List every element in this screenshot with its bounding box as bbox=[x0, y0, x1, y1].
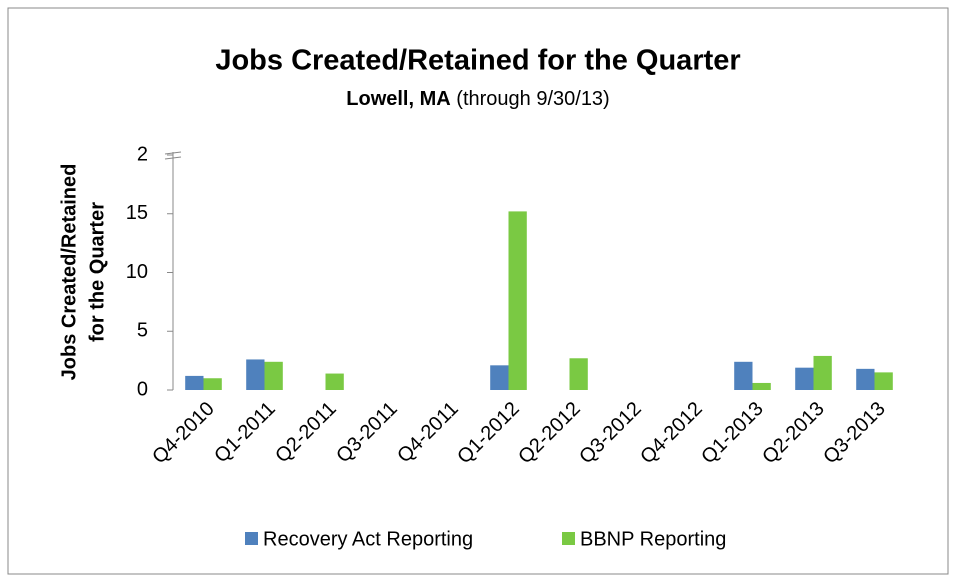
axis-break bbox=[164, 151, 182, 155]
y-tick-label: 2 bbox=[137, 143, 148, 165]
legend-swatch bbox=[562, 532, 575, 545]
axis-break bbox=[164, 156, 182, 160]
bar bbox=[325, 373, 344, 390]
bar bbox=[795, 367, 814, 390]
y-tick-label: 5 bbox=[137, 320, 148, 342]
bar bbox=[246, 359, 265, 390]
subtitle-note: (through 9/30/13) bbox=[456, 88, 609, 110]
bar bbox=[185, 375, 204, 390]
bar bbox=[856, 368, 875, 390]
y-tick-label: 15 bbox=[126, 202, 148, 224]
y-axis-label-line: for the Quarter bbox=[86, 202, 108, 342]
legend-label: BBNP Reporting bbox=[580, 528, 726, 550]
bar bbox=[508, 211, 527, 390]
chart-subtitle: Lowell, MA (through 9/30/13) bbox=[346, 88, 609, 110]
y-axis-label: Jobs Created/Retained for the Quarter bbox=[58, 164, 108, 381]
legend-swatch bbox=[245, 532, 258, 545]
y-axis-label-line: Jobs Created/Retained bbox=[58, 164, 80, 381]
y-tick-label: 10 bbox=[126, 261, 148, 283]
chart-title: Jobs Created/Retained for the Quarter bbox=[215, 45, 740, 77]
bar bbox=[874, 372, 893, 390]
y-tick-label: 0 bbox=[137, 378, 148, 400]
bar bbox=[569, 358, 588, 390]
chart-border bbox=[7, 7, 949, 575]
subtitle-place: Lowell, MA bbox=[346, 88, 450, 110]
bar bbox=[490, 365, 509, 390]
bar bbox=[264, 361, 283, 390]
bar bbox=[203, 378, 222, 390]
bar bbox=[813, 355, 832, 390]
bar bbox=[734, 361, 753, 390]
legend-label: Recovery Act Reporting bbox=[263, 528, 473, 550]
bar bbox=[752, 382, 771, 390]
